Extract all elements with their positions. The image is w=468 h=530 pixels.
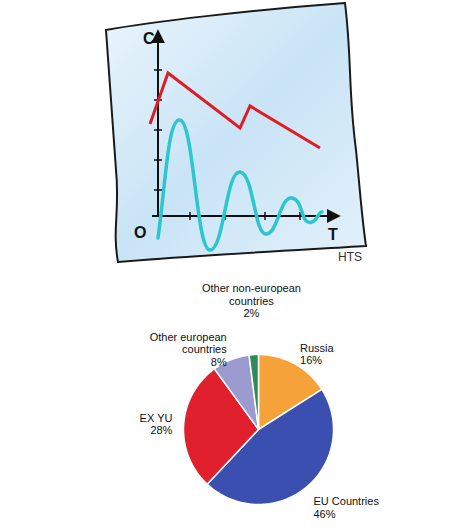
svg-text:HTS: HTS <box>338 250 362 264</box>
svg-text:Russia16%: Russia16% <box>300 342 335 367</box>
svg-text:EU Countries46%: EU Countries46% <box>313 495 379 520</box>
svg-text:Other non-europeancountries2%: Other non-europeancountries2% <box>202 282 301 319</box>
svg-text:EX YU28%: EX YU28% <box>140 412 173 437</box>
svg-text:O: O <box>134 224 146 241</box>
svg-text:Other europeancountries8%: Other europeancountries8% <box>150 331 228 368</box>
svg-text:C: C <box>143 30 155 47</box>
svg-text:T: T <box>328 226 338 243</box>
